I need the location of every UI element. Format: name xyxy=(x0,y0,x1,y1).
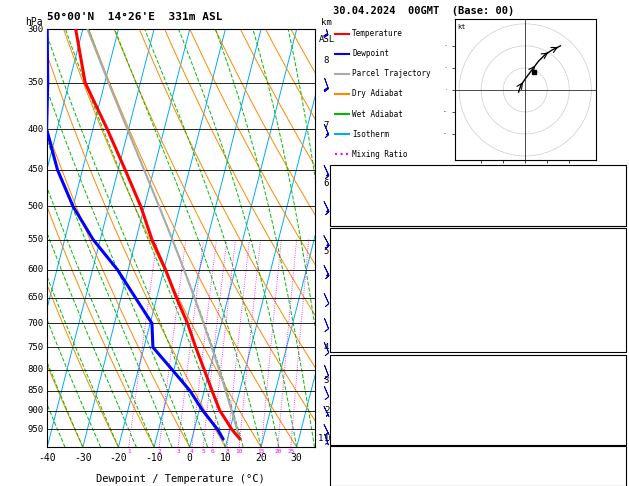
Text: CAPE (J): CAPE (J) xyxy=(333,417,381,427)
Text: 20: 20 xyxy=(274,449,282,454)
Text: 6: 6 xyxy=(543,174,549,183)
Text: 500: 500 xyxy=(27,202,43,211)
Text: 7: 7 xyxy=(324,121,329,130)
Text: 74: 74 xyxy=(543,453,555,463)
Text: 600: 600 xyxy=(27,265,43,274)
Text: Parcel Trajectory: Parcel Trajectory xyxy=(352,69,431,78)
Text: StmSpd (kt): StmSpd (kt) xyxy=(333,478,398,486)
Text: Hodograph: Hodograph xyxy=(452,445,504,455)
Text: km: km xyxy=(321,18,332,27)
Text: 0: 0 xyxy=(543,338,549,348)
Text: 0: 0 xyxy=(543,417,549,427)
Text: 750: 750 xyxy=(27,343,43,352)
Text: 1: 1 xyxy=(318,434,323,443)
Text: kt: kt xyxy=(457,24,465,30)
Text: Wet Adiabat: Wet Adiabat xyxy=(352,109,403,119)
Text: 900: 900 xyxy=(543,372,560,382)
Text: 5: 5 xyxy=(324,247,329,257)
Text: Lifted Index: Lifted Index xyxy=(333,303,404,313)
Text: Most Unstable: Most Unstable xyxy=(440,357,516,367)
Text: 30: 30 xyxy=(291,453,303,463)
Text: θₑ (K): θₑ (K) xyxy=(333,387,369,397)
Text: 0: 0 xyxy=(543,432,549,442)
Text: 1.46: 1.46 xyxy=(543,214,567,224)
Text: 15: 15 xyxy=(258,449,265,454)
Text: -40: -40 xyxy=(38,453,56,463)
Text: Totals Totals: Totals Totals xyxy=(333,193,409,204)
Text: Dewpoint: Dewpoint xyxy=(352,49,389,58)
Text: -20: -20 xyxy=(109,453,127,463)
Text: 5: 5 xyxy=(201,449,205,454)
Text: Dewpoint / Temperature (°C): Dewpoint / Temperature (°C) xyxy=(96,474,265,484)
Text: Dry Adiabat: Dry Adiabat xyxy=(352,89,403,99)
Text: 950: 950 xyxy=(27,425,43,434)
Text: 0: 0 xyxy=(543,321,549,331)
Text: 2: 2 xyxy=(324,406,329,415)
Text: LCL: LCL xyxy=(324,434,338,443)
Text: 10: 10 xyxy=(235,449,243,454)
Text: Dewp (°C): Dewp (°C) xyxy=(333,268,386,278)
Text: 550: 550 xyxy=(27,235,43,244)
Text: 6: 6 xyxy=(324,179,329,188)
Text: 308: 308 xyxy=(543,285,560,295)
Text: 8.7: 8.7 xyxy=(543,268,560,278)
Text: 19: 19 xyxy=(543,478,555,486)
Text: 450: 450 xyxy=(27,165,43,174)
Text: K: K xyxy=(333,174,339,183)
Text: SREH: SREH xyxy=(333,462,357,471)
Text: 112: 112 xyxy=(543,462,560,471)
Text: EH: EH xyxy=(333,453,345,463)
Text: 300: 300 xyxy=(27,25,43,34)
Text: Lifted Index: Lifted Index xyxy=(333,402,404,412)
Text: -10: -10 xyxy=(145,453,163,463)
Text: θₑ(K): θₑ(K) xyxy=(333,285,363,295)
Text: StmDir: StmDir xyxy=(333,470,369,480)
Text: 4: 4 xyxy=(190,449,194,454)
Text: 400: 400 xyxy=(27,124,43,134)
Text: -30: -30 xyxy=(74,453,92,463)
Text: 10: 10 xyxy=(220,453,231,463)
Text: 4: 4 xyxy=(543,402,549,412)
Text: 20: 20 xyxy=(255,453,267,463)
Text: 45: 45 xyxy=(543,193,555,204)
Text: 7: 7 xyxy=(543,303,549,313)
Text: 50°00'N  14°26'E  331m ASL: 50°00'N 14°26'E 331m ASL xyxy=(47,12,223,22)
Text: 210°: 210° xyxy=(543,470,567,480)
Text: 1: 1 xyxy=(324,434,329,443)
Text: 13.4: 13.4 xyxy=(543,250,567,260)
Text: Temperature: Temperature xyxy=(352,29,403,38)
Text: 25: 25 xyxy=(287,449,294,454)
Text: 6: 6 xyxy=(210,449,214,454)
Text: 3: 3 xyxy=(324,376,329,385)
Text: 3: 3 xyxy=(176,449,180,454)
Text: CIN (J): CIN (J) xyxy=(333,432,374,442)
Text: PW (cm): PW (cm) xyxy=(333,214,374,224)
Text: Temp (°C): Temp (°C) xyxy=(333,250,386,260)
Text: 800: 800 xyxy=(27,365,43,374)
Text: Pressure (mb): Pressure (mb) xyxy=(333,372,409,382)
Text: ASL: ASL xyxy=(318,35,335,44)
Text: 650: 650 xyxy=(27,293,43,302)
Text: Isotherm: Isotherm xyxy=(352,130,389,139)
Text: CAPE (J): CAPE (J) xyxy=(333,321,381,331)
Text: 900: 900 xyxy=(27,406,43,415)
Text: 1: 1 xyxy=(127,449,131,454)
Text: 850: 850 xyxy=(27,386,43,395)
Text: 700: 700 xyxy=(27,319,43,328)
Text: 8: 8 xyxy=(225,449,229,454)
Text: 2: 2 xyxy=(157,449,161,454)
Text: 0: 0 xyxy=(187,453,192,463)
Text: 314: 314 xyxy=(543,387,560,397)
Text: 4: 4 xyxy=(324,343,329,352)
Text: Mixing Ratio: Mixing Ratio xyxy=(352,150,408,159)
Text: © weatheronline.co.uk: © weatheronline.co.uk xyxy=(426,479,530,486)
Text: 30.04.2024  00GMT  (Base: 00): 30.04.2024 00GMT (Base: 00) xyxy=(333,6,515,16)
Text: CIN (J): CIN (J) xyxy=(333,338,374,348)
Text: 8: 8 xyxy=(324,55,329,65)
Text: 350: 350 xyxy=(27,78,43,87)
Text: Surface: Surface xyxy=(457,232,499,243)
Text: hPa: hPa xyxy=(26,17,43,27)
